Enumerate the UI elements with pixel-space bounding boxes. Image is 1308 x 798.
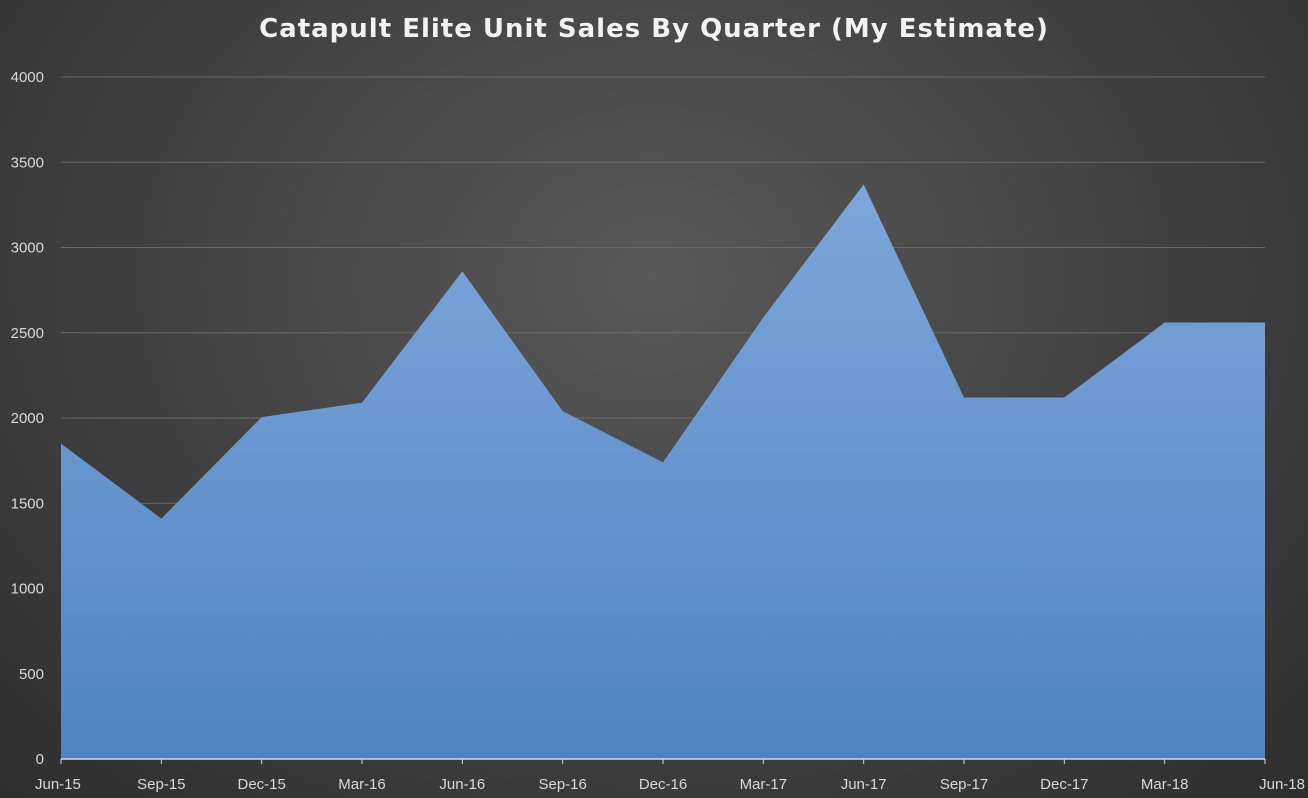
x-tick-label: Jun-17 [841, 776, 887, 793]
y-tick-label: 1000 [11, 581, 44, 598]
data-point [460, 269, 464, 273]
chart-title: Catapult Elite Unit Sales By Quarter (My… [259, 14, 1049, 44]
x-tick-label: Dec-17 [1040, 776, 1088, 793]
y-tick-label: 500 [19, 666, 44, 683]
x-tick-label: Dec-16 [639, 776, 687, 793]
x-tick-label: Mar-17 [740, 776, 788, 793]
y-tick-label: 0 [36, 751, 44, 768]
y-tick-label: 1500 [11, 495, 44, 512]
data-point [360, 401, 364, 405]
x-axis-tick-labels: Jun-15 Sep-15 Dec-15 Mar-16 Jun-16 Sep-16 Dec-… [35, 776, 1305, 793]
y-tick-label: 3500 [11, 154, 44, 171]
data-point [1263, 321, 1267, 325]
x-tick-label: Sep-15 [137, 776, 185, 793]
x-tick-label: Sep-17 [940, 776, 988, 793]
area-series-fill [61, 184, 1265, 760]
x-tick-label: Jun-15 [35, 776, 81, 793]
series-area [59, 182, 1267, 760]
data-point [862, 182, 866, 186]
x-tick-label: Jun-18 [1259, 776, 1305, 793]
y-tick-label: 4000 [11, 69, 44, 86]
data-point [59, 442, 63, 446]
x-tick-label: Dec-15 [237, 776, 285, 793]
x-tick-label: Mar-18 [1141, 776, 1189, 793]
data-point [1163, 321, 1167, 325]
data-point [761, 315, 765, 319]
x-axis [60, 758, 1266, 764]
y-tick-label: 2000 [11, 410, 44, 427]
data-point [561, 409, 565, 413]
data-point [159, 517, 163, 521]
data-point [661, 460, 665, 464]
data-point [962, 396, 966, 400]
y-axis-tick-labels: 0 500 1000 1500 2000 2500 3000 3500 4000 [11, 69, 44, 768]
x-tick-label: Mar-16 [338, 776, 386, 793]
y-tick-label: 2500 [11, 325, 44, 342]
y-tick-label: 3000 [11, 240, 44, 257]
data-point [260, 415, 264, 419]
x-tick-label: Sep-16 [538, 776, 586, 793]
data-point [1062, 396, 1066, 400]
x-tick-label: Jun-16 [439, 776, 485, 793]
